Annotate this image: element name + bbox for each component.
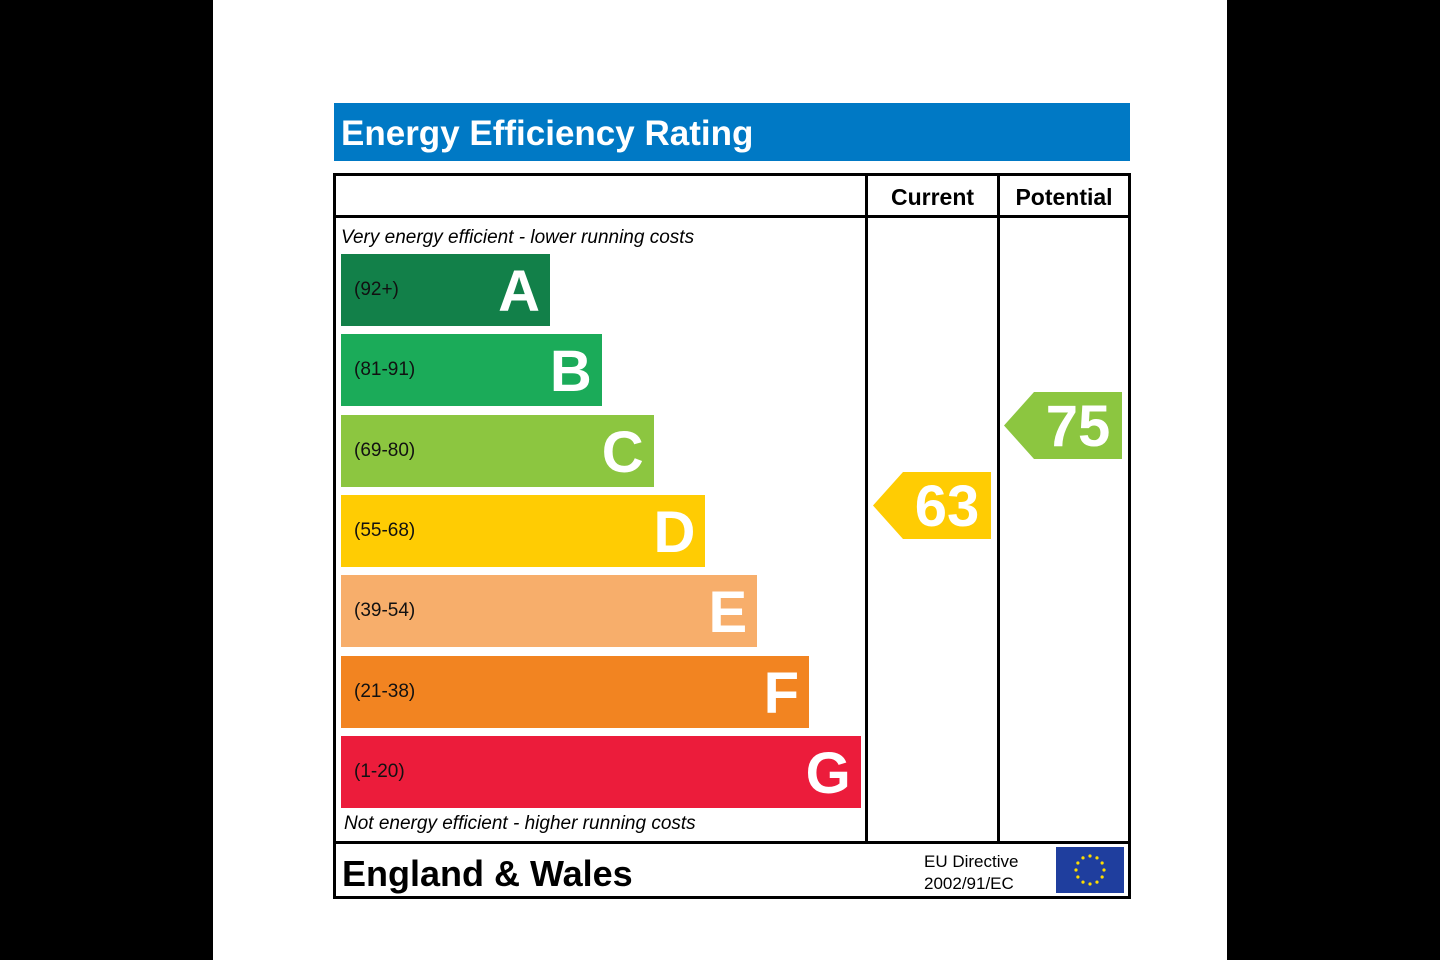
eu-star [1102,868,1106,872]
eu-star [1076,861,1080,865]
band-letter: C [601,419,644,485]
eu-star [1081,880,1085,884]
band-b: (81-91) B [341,334,602,407]
top-caption: Very energy efficient - lower running co… [341,227,695,248]
eu-star [1095,856,1099,860]
band-range-label: (39-54) [354,600,416,622]
band-range-label: (21-38) [354,680,416,702]
eu-star [1076,875,1080,879]
arrow-shape-current [873,472,991,540]
potential-rating-value: 75 [1045,394,1111,460]
eu-star [1100,861,1104,865]
band-a: (92+) A [341,254,550,326]
region-label: England & Wales [342,853,633,894]
band-range-label: (1-20) [354,760,405,782]
eu-flag-icon [1056,847,1124,893]
current-column-header: Current [890,184,975,210]
eu-directive-line1: EU Directive [924,852,1019,871]
band-range-label: (81-91) [354,359,416,381]
header-divider [336,215,1128,218]
bottom-caption: Not energy efficient - higher running co… [344,813,696,834]
band-d: (55-68) D [341,494,706,567]
band-letter: A [498,259,540,324]
eu-star [1095,880,1099,884]
band-c: (69-80) C [341,414,654,487]
band-range-label: (92+) [354,279,399,300]
current-rating-value: 63 [914,474,980,540]
footer-divider [336,841,1128,844]
eu-star [1100,875,1104,879]
divider-current [865,176,868,841]
band-f: (21-38) F [341,655,809,728]
divider-potential [997,176,1000,841]
band-range-label: (55-68) [354,519,416,541]
eu-star [1074,868,1078,872]
arrow-shape-potential [1004,392,1122,460]
eu-directive-text: EU Directive 2002/91/EC [924,851,1018,895]
band-letter: B [549,339,592,405]
potential-column-header: Potential [1015,184,1113,210]
rating-frame: Current Potential Very energy efficient … [333,173,1131,899]
eu-directive-line2: 2002/91/EC [924,874,1014,893]
band-letter: E [708,580,748,646]
band-range-label: (69-80) [354,439,416,461]
potential-rating-arrow: 75 [1004,392,1122,460]
current-rating-arrow: 63 [873,472,991,540]
chart-title: Energy Efficiency Rating [334,103,1130,161]
eu-star [1088,854,1092,858]
band-e: (39-54) E [341,575,758,648]
eu-star [1088,882,1092,886]
eu-star [1081,856,1085,860]
band-g: (1-20) G [341,735,861,808]
band-letter: G [805,740,851,806]
band-letter: F [763,660,799,726]
band-letter: D [653,499,696,565]
